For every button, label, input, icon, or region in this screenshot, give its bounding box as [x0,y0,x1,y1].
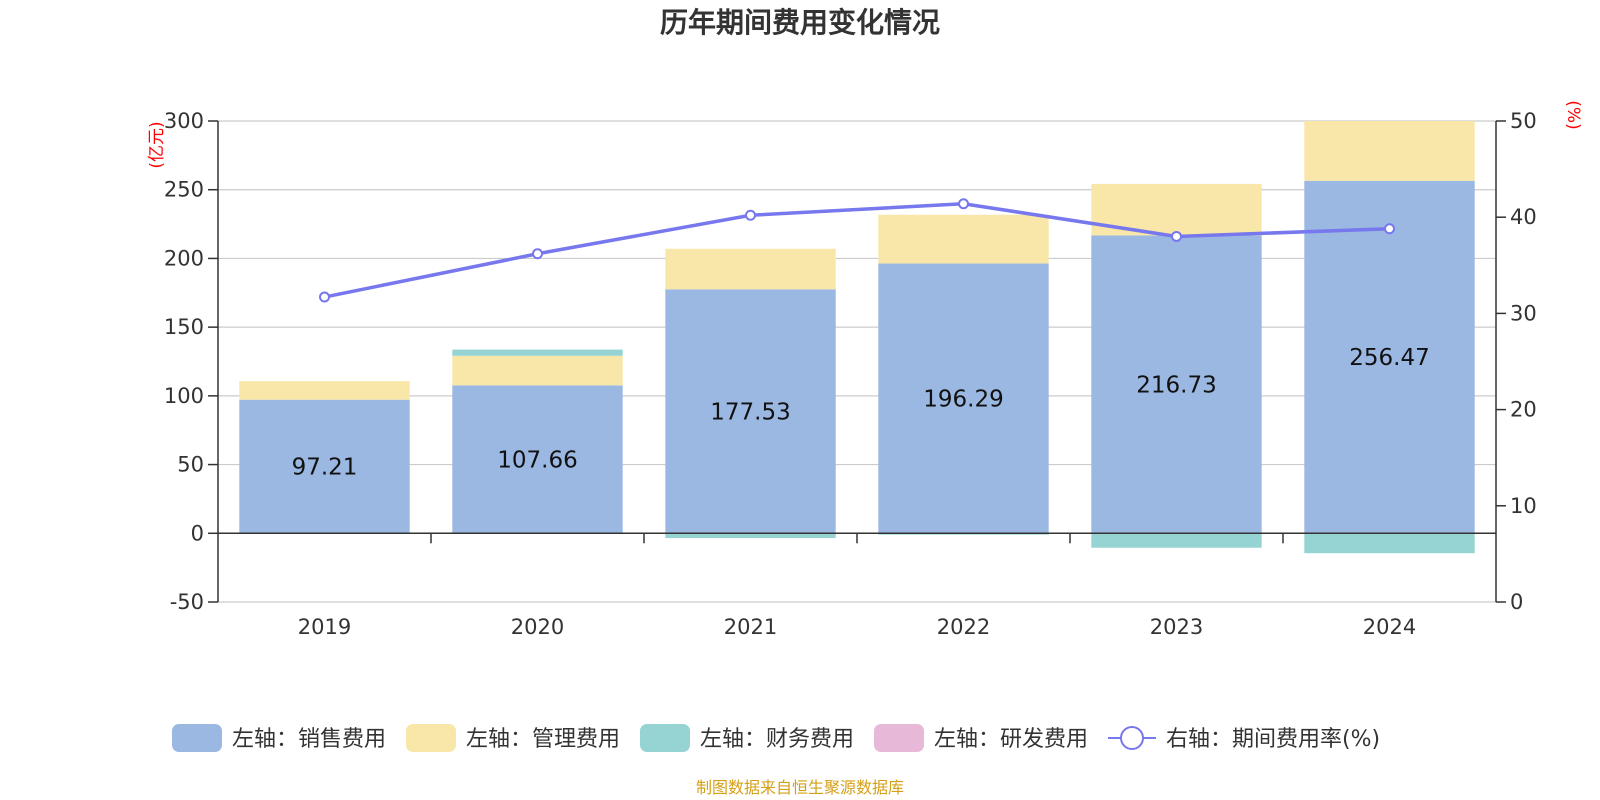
bar-segment [239,399,410,534]
left-axis-tick-label: 200 [164,246,204,270]
legend-item[interactable]: 左轴：研发费用 [874,724,1088,752]
bar-segment [1304,180,1475,534]
x-axis-tick-label: 2021 [724,615,777,639]
legend-swatch [640,724,690,752]
rate-line-point [532,248,543,260]
left-axis-tick-label: -50 [170,590,204,614]
chart-title: 历年期间费用变化情况 [660,6,940,39]
gridlines [218,120,1496,603]
left-axis-tick-label: 100 [164,384,204,408]
right-axis-tick-label: 20 [1510,398,1537,422]
bar-data-label: 107.66 [497,447,577,473]
left-axis-tick-label: 150 [164,315,204,339]
x-axis-tick-label: 2019 [298,615,351,639]
x-axis-tick-label: 2022 [937,615,990,639]
data-labels: 97.21 107.66 177.53 196.29 216.73 256.47 [292,345,1430,480]
legend-swatch [172,724,222,752]
left-axis-unit: (亿元) [147,121,167,168]
expense-rate-line [319,198,1395,303]
left-axis-tick-label: 0 [191,521,204,545]
bar-segment [878,263,1049,534]
legend-label: 左轴：研发费用 [934,727,1088,752]
legend-item[interactable]: 左轴：管理费用 [406,724,620,752]
right-axis-tick-label: 50 [1510,109,1537,133]
rate-line-point [1171,230,1182,242]
bar-data-label: 97.21 [292,454,358,480]
bars [239,121,1475,554]
bar-data-label: 177.53 [710,399,790,425]
left-axis-tick-label: 50 [177,453,204,477]
rate-line-point [1384,223,1395,235]
legend-label: 左轴：管理费用 [466,727,620,752]
right-axis-tick-label: 10 [1510,494,1537,518]
bar-segment [452,349,623,356]
bar-segment [665,289,836,534]
bar-data-label: 196.29 [923,386,1003,412]
rate-line-path [324,201,1390,299]
bar-segment [452,385,623,534]
bar-segment [665,533,836,539]
rate-line-point [745,209,756,221]
legend-item[interactable]: 右轴：期间费用率(%) [1108,726,1380,752]
right-axis-tick-label: 30 [1510,301,1537,325]
rate-line-point [319,291,330,303]
x-axis-tick-label: 2023 [1150,615,1203,639]
right-axis-tick-label: 40 [1510,205,1537,229]
bar-segment [665,248,836,290]
legend-line-marker [1120,726,1144,750]
x-axis-tick-label: 2020 [511,615,564,639]
right-axis-unit: (%) [1563,100,1583,129]
bar-segment [1091,235,1262,534]
bar-segment [452,355,623,386]
bar-segment [1304,121,1475,181]
legend: 左轴：销售费用 左轴：管理费用 左轴：财务费用 左轴：研发费用 右轴：期间费用率(%) [172,724,1380,752]
legend-label: 右轴：期间费用率(%) [1166,727,1380,752]
legend-label: 左轴：销售费用 [232,727,386,752]
legend-item[interactable]: 左轴：财务费用 [640,724,854,752]
bar-segment [878,214,1049,264]
legend-label: 左轴：财务费用 [700,727,854,752]
right-axis-tick-label: 0 [1510,590,1523,614]
bar-data-label: 256.47 [1349,345,1429,371]
legend-swatch [406,724,456,752]
bar-segment [1091,533,1262,548]
axes: -50 0 50 100 150 200 250 300 0 10 20 30 40 50 2019 2020… [164,109,1537,639]
left-axis-tick-label: 300 [164,109,204,133]
legend-swatch [874,724,924,752]
x-axis-tick-label: 2024 [1363,615,1416,639]
bar-segment [239,381,410,400]
bar-segment [1304,533,1475,554]
bar-data-label: 216.73 [1136,372,1216,398]
left-axis-tick-label: 250 [164,178,204,202]
legend-item[interactable]: 左轴：销售费用 [172,724,386,752]
source-note: 制图数据来自恒生聚源数据库 [696,778,904,797]
rate-line-point [958,198,969,210]
